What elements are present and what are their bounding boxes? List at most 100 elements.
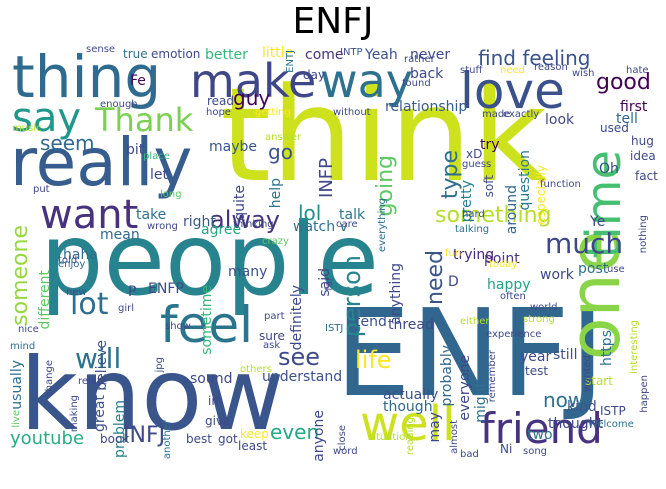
cloud-word: word	[333, 446, 358, 457]
cloud-word: others	[240, 364, 272, 375]
cloud-word: life	[355, 346, 392, 374]
cloud-word: relationship	[385, 99, 468, 115]
cloud-word: want	[40, 192, 139, 238]
cloud-word: jpg	[154, 357, 165, 373]
cloud-word: sound	[190, 371, 233, 387]
cloud-word: wish	[572, 68, 595, 79]
cloud-word: made	[482, 109, 511, 120]
cloud-word: ENTJ	[285, 50, 296, 73]
cloud-word: im	[208, 394, 224, 408]
cloud-word: true	[123, 47, 148, 61]
cloud-word: say	[12, 95, 82, 141]
cloud-word: back	[410, 66, 444, 82]
cloud-word: live	[11, 410, 22, 428]
cloud-word: Thank	[95, 101, 194, 139]
cloud-word: good	[596, 70, 651, 95]
cloud-word: mean	[100, 227, 140, 243]
cloud-word: stuff	[460, 65, 483, 76]
cloud-word: hate	[626, 65, 649, 76]
cloud-word: girl	[118, 303, 135, 314]
cloud-word: right	[183, 214, 216, 230]
cloud-word: https	[599, 330, 615, 367]
cloud-word: found	[402, 78, 431, 89]
cloud-word: will	[75, 342, 122, 375]
cloud-word: something	[435, 203, 552, 228]
cloud-word: xD	[466, 147, 483, 161]
cloud-word: hard	[462, 209, 485, 220]
cloud-word: nothing	[638, 215, 649, 254]
cloud-word: tend	[355, 314, 387, 330]
cloud-word: anything	[388, 263, 404, 325]
cloud-word: P	[128, 284, 137, 300]
cloud-word: happen	[639, 375, 650, 413]
cloud-word: someone	[8, 225, 33, 326]
cloud-word: lol	[298, 201, 322, 225]
cloud-word: sometime	[199, 285, 215, 355]
cloud-word: find feeling	[478, 46, 591, 70]
cloud-word: around	[504, 185, 520, 235]
cloud-word: friend	[480, 404, 603, 453]
cloud-word: might	[473, 382, 489, 423]
cloud-word: often	[500, 291, 526, 302]
cloud-word: lot	[70, 287, 109, 322]
cloud-word: music	[12, 123, 42, 134]
cloud-word: hope	[206, 107, 231, 118]
cloud-word: usually	[9, 360, 25, 410]
cloud-word: bit	[126, 142, 145, 158]
cloud-word: feel	[160, 296, 254, 354]
cloud-word: even	[270, 420, 320, 444]
cloud-word: definitely	[289, 285, 305, 351]
cloud-word: actually	[383, 387, 439, 403]
cloud-word: least	[238, 439, 268, 453]
cloud-word: song	[523, 446, 548, 457]
cloud-word: see	[278, 343, 321, 371]
cloud-word: sense	[86, 44, 116, 55]
cloud-word: put	[33, 184, 50, 195]
cloud-word: bad	[460, 449, 479, 460]
cloud-word: talk	[339, 207, 366, 223]
cloud-word: keep	[240, 427, 269, 441]
cloud-word: function	[540, 179, 581, 190]
cloud-word: getting	[255, 107, 291, 118]
cloud-word: either	[460, 316, 490, 327]
cloud-word: love	[460, 62, 565, 120]
cloud-word: care	[336, 219, 358, 230]
cloud-word: place	[143, 151, 170, 162]
cloud-word: watch v	[293, 219, 348, 235]
cloud-word: making	[69, 395, 80, 433]
cloud-word: people	[40, 201, 379, 318]
cloud-word: Ye	[590, 214, 606, 230]
cloud-word: way	[320, 54, 414, 108]
cloud-word: little	[262, 45, 294, 61]
cloud-word: agree	[201, 222, 242, 238]
cloud-word: INFP	[316, 158, 337, 198]
cloud-word: try	[480, 137, 500, 153]
cloud-word: rather	[404, 54, 435, 65]
cloud-word: happy	[487, 277, 531, 293]
cloud-word: far	[324, 277, 335, 291]
cloud-word: especially	[534, 165, 548, 225]
cloud-word: change	[44, 360, 55, 397]
cloud-word: now	[543, 388, 585, 412]
cloud-word: emotion	[151, 47, 201, 61]
cloud-word: answer	[265, 132, 302, 143]
cloud-word: year	[520, 349, 552, 365]
cloud-word: never	[410, 47, 451, 63]
cloud-word: guess	[462, 159, 492, 170]
cloud-word: soft	[482, 175, 496, 198]
cloud-word: remember	[487, 350, 498, 403]
cloud-word: thread	[388, 317, 434, 333]
cloud-word: start	[585, 374, 613, 388]
cloud-word: look	[545, 112, 575, 128]
cloud-word: seem	[40, 131, 95, 155]
cloud-word: show	[165, 321, 191, 332]
cloud-word: relate	[78, 376, 108, 387]
cloud-word: hug	[631, 134, 654, 148]
cloud-word: many	[228, 264, 268, 280]
cloud-word: use	[607, 264, 625, 275]
cloud-word: much	[545, 227, 624, 260]
cloud-word: give	[205, 414, 231, 428]
cloud-word: Yeah	[365, 47, 398, 63]
cloud-word: everything	[377, 198, 388, 252]
